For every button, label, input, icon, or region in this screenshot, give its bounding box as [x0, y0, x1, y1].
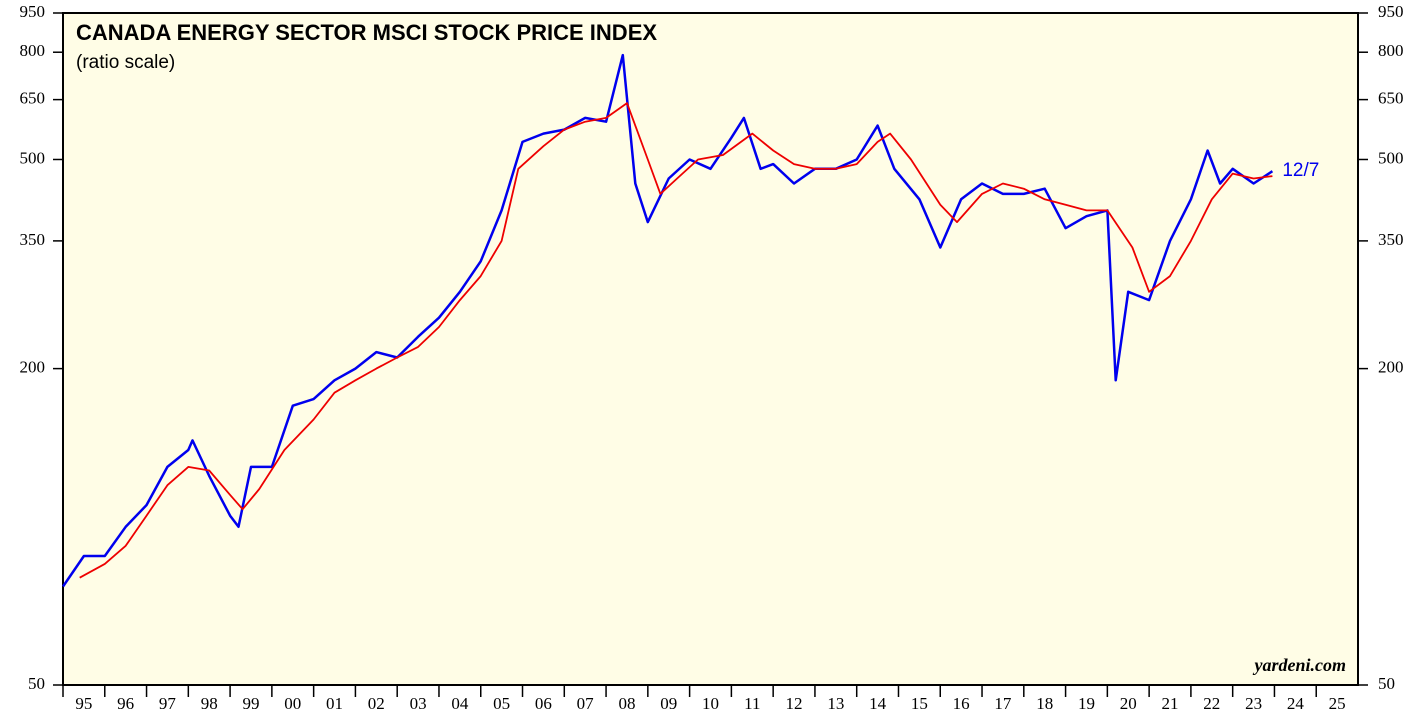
x-tick-label: 95 — [75, 694, 92, 713]
x-tick-label: 21 — [1162, 694, 1179, 713]
y2-tick-label: 800 — [1378, 41, 1404, 60]
x-tick-label: 22 — [1203, 694, 1220, 713]
x-tick-label: 03 — [410, 694, 427, 713]
x-tick-label: 12 — [786, 694, 803, 713]
x-tick-label: 06 — [535, 694, 552, 713]
annotation: 12/7 — [1282, 160, 1319, 181]
x-tick-label: 96 — [117, 694, 134, 713]
x-tick-label: 11 — [744, 694, 760, 713]
x-tick-label: 16 — [953, 694, 970, 713]
series-line — [79, 102, 1273, 579]
plot-area — [62, 12, 1359, 686]
x-tick-label: 17 — [994, 694, 1012, 713]
x-tick-label: 15 — [911, 694, 928, 713]
x-tick-label: 04 — [451, 694, 469, 713]
y-tick-label: 650 — [20, 89, 46, 108]
y2-tick-label: 350 — [1378, 230, 1404, 249]
x-tick-label: 98 — [201, 694, 218, 713]
y-tick-label: 350 — [20, 230, 46, 249]
y-tick-label: 800 — [20, 41, 46, 60]
x-tick-label: 00 — [284, 694, 301, 713]
y-tick-label: 500 — [20, 148, 46, 167]
x-tick-label: 07 — [577, 694, 595, 713]
x-tick-label: 19 — [1078, 694, 1095, 713]
y2-tick-label: 650 — [1378, 89, 1404, 108]
x-tick-label: 13 — [827, 694, 844, 713]
source: yardeni.com — [1253, 655, 1347, 675]
x-tick-label: 23 — [1245, 694, 1262, 713]
x-tick-label: 25 — [1329, 694, 1346, 713]
x-tick-label: 01 — [326, 694, 343, 713]
x-tick-label: 14 — [869, 694, 887, 713]
chart-title: CANADA ENERGY SECTOR MSCI STOCK PRICE IN… — [76, 20, 657, 45]
y2-tick-label: 200 — [1378, 358, 1404, 377]
x-tick-label: 99 — [242, 694, 259, 713]
y2-tick-label: 500 — [1378, 148, 1404, 167]
x-tick-label: 08 — [618, 694, 635, 713]
chart-subtitle: (ratio scale) — [76, 52, 175, 73]
y-tick-label: 950 — [20, 2, 46, 21]
y-tick-label: 200 — [20, 358, 46, 377]
x-tick-label: 10 — [702, 694, 719, 713]
x-tick-label: 02 — [368, 694, 385, 713]
x-tick-label: 97 — [159, 694, 177, 713]
x-tick-label: 09 — [660, 694, 677, 713]
series-line — [61, 53, 1274, 588]
x-tick-label: 18 — [1036, 694, 1053, 713]
y-tick-label: 50 — [28, 674, 45, 693]
x-tick-label: 05 — [493, 694, 510, 713]
y2-tick-label: 50 — [1378, 674, 1395, 693]
x-tick-label: 24 — [1287, 694, 1305, 713]
y2-tick-label: 950 — [1378, 2, 1404, 21]
x-tick-label: 20 — [1120, 694, 1137, 713]
